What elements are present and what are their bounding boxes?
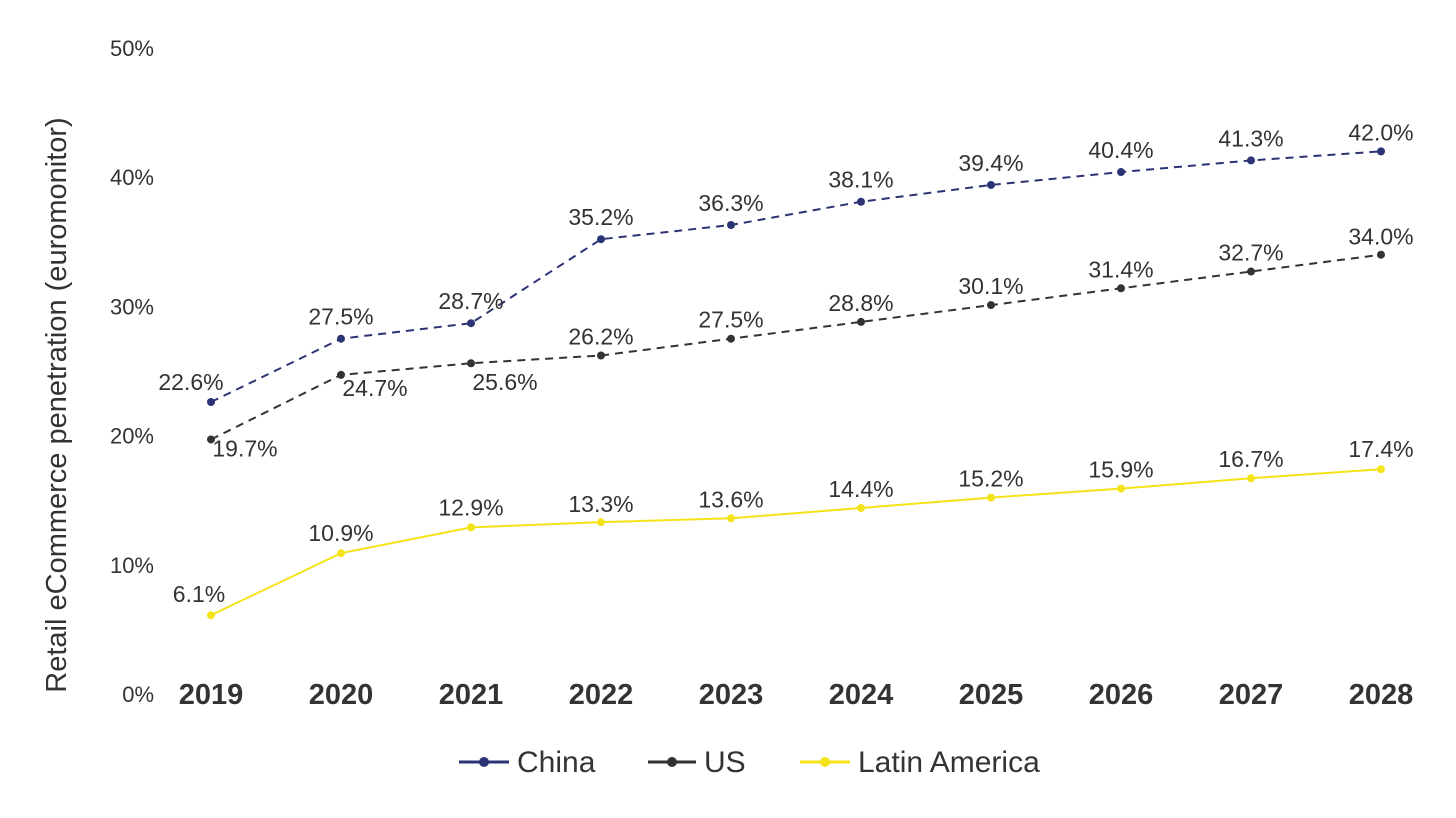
data-label: 14.4%: [828, 476, 893, 502]
data-point: [987, 180, 995, 189]
data-point: [1247, 474, 1255, 483]
data-label: 32.7%: [1218, 240, 1283, 266]
data-point: [1377, 250, 1385, 259]
data-label: 25.6%: [472, 369, 537, 395]
x-tick-label: 2028: [1349, 679, 1414, 711]
data-point: [727, 334, 735, 343]
y-axis-title: Retail eCommerce penetration (euromonito…: [41, 117, 73, 692]
data-point: [597, 351, 605, 360]
y-axis-ticks: 0% 10% 20% 30% 40% 50%: [110, 36, 154, 707]
y-tick-label: 30%: [110, 294, 154, 319]
y-axis-title-group: Retail eCommerce penetration (euromonito…: [41, 117, 73, 692]
data-point: [1117, 284, 1125, 293]
series-latin-america: [207, 465, 1385, 620]
data-label: 30.1%: [958, 273, 1023, 299]
data-label: 27.5%: [698, 307, 763, 333]
data-point: [987, 493, 995, 502]
y-tick-label: 20%: [110, 424, 154, 449]
y-tick-label: 40%: [110, 165, 154, 190]
x-tick-label: 2025: [959, 679, 1024, 711]
data-label: 6.1%: [173, 581, 225, 607]
data-label: 17.4%: [1348, 436, 1413, 462]
data-point: [987, 301, 995, 310]
legend-label: China: [517, 746, 596, 779]
data-label: 27.5%: [308, 304, 373, 330]
data-label: 19.7%: [212, 435, 277, 461]
x-tick-label: 2020: [309, 679, 374, 711]
data-point: [337, 370, 345, 379]
data-label: 42.0%: [1348, 119, 1413, 145]
x-tick-label: 2027: [1219, 679, 1284, 711]
data-label: 13.6%: [698, 486, 763, 512]
legend-label: Latin America: [858, 746, 1040, 779]
data-label: 10.9%: [308, 520, 373, 546]
legend-marker: [667, 757, 677, 767]
data-point: [1377, 465, 1385, 474]
series-us: [207, 250, 1385, 444]
data-label: 15.2%: [958, 466, 1023, 492]
data-label: 16.7%: [1218, 446, 1283, 472]
data-point: [727, 514, 735, 523]
x-axis-ticks: 2019 2020 2021 2022 2023 2024 2025 2026 2027 2028: [179, 679, 1414, 711]
series-line: [210, 253, 1382, 441]
data-point: [857, 317, 865, 326]
data-labels-layer: 22.6% 27.5% 28.7% 35.2% 36.3% 38.1% 39.4% 40.4%…: [158, 119, 1413, 607]
data-label: 24.7%: [342, 375, 407, 401]
legend-item-us: US: [648, 746, 746, 779]
y-tick-label: 0%: [122, 682, 154, 707]
data-point: [1117, 484, 1125, 493]
series-china: [207, 147, 1385, 407]
x-tick-label: 2023: [699, 679, 764, 711]
data-point: [337, 549, 345, 558]
data-point: [1247, 156, 1255, 165]
data-point: [207, 611, 215, 620]
legend-marker: [479, 757, 489, 767]
data-point: [337, 334, 345, 343]
data-label: 40.4%: [1088, 137, 1153, 163]
y-tick-label: 10%: [110, 553, 154, 578]
x-tick-label: 2024: [829, 679, 894, 711]
data-label: 31.4%: [1088, 256, 1153, 282]
data-point: [1247, 267, 1255, 276]
x-tick-label: 2022: [569, 679, 634, 711]
data-point: [857, 503, 865, 512]
data-label: 39.4%: [958, 150, 1023, 176]
legend-label: US: [704, 746, 746, 779]
data-label: 36.3%: [698, 190, 763, 216]
x-tick-label: 2019: [179, 679, 244, 711]
legend-marker: [820, 757, 830, 767]
series-line: [210, 468, 1382, 617]
series-line: [210, 150, 1382, 403]
data-label: 22.6%: [158, 369, 223, 395]
data-label: 13.3%: [568, 491, 633, 517]
data-label: 38.1%: [828, 167, 893, 193]
legend-item-china: China: [459, 746, 596, 779]
series-layer: [207, 147, 1385, 620]
data-label: 41.3%: [1218, 125, 1283, 151]
data-label: 12.9%: [438, 494, 503, 520]
data-point: [597, 518, 605, 527]
data-label: 26.2%: [568, 323, 633, 349]
data-label: 35.2%: [568, 204, 633, 230]
data-point: [727, 221, 735, 230]
data-label: 28.8%: [828, 290, 893, 316]
legend: China US Latin America: [459, 746, 1040, 779]
data-point: [857, 197, 865, 206]
x-tick-label: 2026: [1089, 679, 1154, 711]
data-point: [597, 235, 605, 244]
data-label: 34.0%: [1348, 224, 1413, 250]
data-point: [207, 435, 215, 444]
data-point: [1117, 168, 1125, 177]
data-point: [467, 523, 475, 532]
data-label: 15.9%: [1088, 457, 1153, 483]
x-tick-label: 2021: [439, 679, 504, 711]
data-point: [467, 319, 475, 328]
data-point: [207, 398, 215, 407]
data-label: 28.7%: [438, 288, 503, 314]
data-point: [467, 359, 475, 368]
legend-item-latin-america: Latin America: [800, 746, 1040, 779]
data-point: [1377, 147, 1385, 156]
y-tick-label: 50%: [110, 36, 154, 61]
